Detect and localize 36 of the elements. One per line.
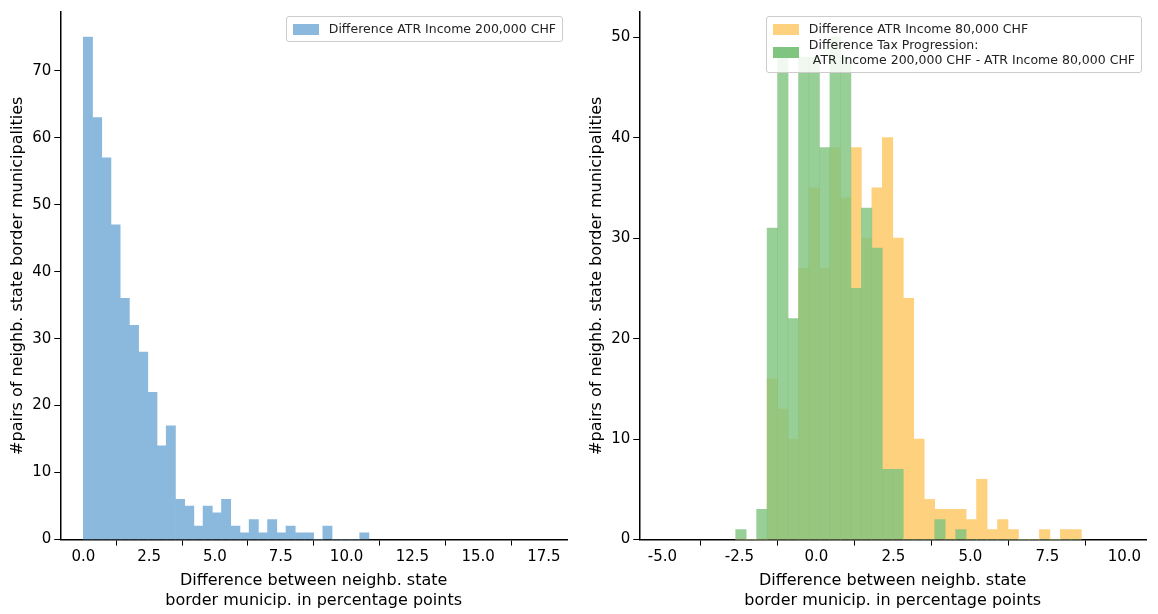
x-tick-label: 2.5 (137, 547, 162, 566)
legend-label: Difference ATR Income 80,000 CHF (808, 21, 1029, 37)
y-axis-title: #pairs of neighb. state border municipalities (6, 96, 26, 455)
y-tick-label: 20 (32, 395, 52, 414)
x-tick-label: 7.5 (268, 547, 293, 566)
y-tick-label: 20 (611, 328, 631, 347)
y-tick-label: 70 (32, 60, 52, 79)
x-tick-label: 12.5 (395, 547, 430, 566)
x-tick-label: 0.0 (804, 547, 829, 566)
x-tick-label: 5.0 (958, 547, 983, 566)
y-tick-label: 40 (611, 127, 631, 146)
x-axis-title: Difference between neighb. state border municip. in percentage points (165, 570, 463, 609)
x-tick-label: 0.0 (71, 547, 96, 566)
x-tick-label: 5.0 (203, 547, 227, 566)
y-tick-label: 0 (41, 529, 52, 548)
x-tick-label: -2.5 (724, 547, 755, 566)
x-tick-label: 10.0 (1107, 547, 1142, 566)
x-tick-label: 10.0 (329, 547, 364, 566)
y-tick-label: 40 (32, 261, 52, 280)
y-tick-label: 10 (611, 429, 631, 447)
y-tick-label: 30 (32, 328, 52, 347)
y-axis-title: #pairs of neighb. state border municipalities (585, 96, 605, 455)
y-tick-label: 60 (32, 127, 52, 146)
x-tick-label: 17.5 (527, 547, 561, 566)
x-axis-title: Difference between neighb. state border municip. in percentage points (744, 570, 1042, 609)
y-tick-label: 30 (611, 228, 631, 246)
legend-label: Difference ATR Income 200,000 CHF (328, 21, 556, 37)
legend-label: Difference Tax Progression: ATR Income 200,000 CHF - ATR Income 80,000 CHF (808, 37, 1135, 68)
y-tick-label: 50 (32, 194, 52, 213)
y-tick-label: 10 (32, 462, 52, 481)
x-tick-label: 7.5 (1035, 547, 1060, 566)
y-tick-label: 0 (620, 529, 631, 548)
x-tick-label: -5.0 (647, 547, 678, 566)
x-tick-label: 2.5 (881, 547, 906, 566)
y-tick-label: 50 (611, 27, 631, 46)
x-tick-label: 15.0 (461, 547, 495, 566)
